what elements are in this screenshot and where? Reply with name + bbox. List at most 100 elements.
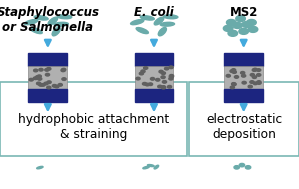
Ellipse shape [154,165,159,169]
Circle shape [257,81,261,83]
Ellipse shape [30,28,42,34]
Circle shape [47,67,51,70]
Circle shape [33,77,37,80]
Circle shape [248,26,258,32]
Circle shape [248,85,252,88]
Ellipse shape [48,17,58,25]
Circle shape [161,86,166,88]
Circle shape [257,74,261,76]
Circle shape [156,78,160,81]
Circle shape [161,76,165,78]
Circle shape [231,69,236,71]
Ellipse shape [164,15,178,19]
Ellipse shape [147,165,154,167]
Circle shape [145,83,150,86]
Circle shape [239,28,248,34]
Circle shape [44,82,48,85]
Circle shape [228,30,238,36]
Circle shape [242,74,246,77]
Circle shape [239,163,245,167]
Circle shape [45,69,49,71]
Circle shape [39,68,43,71]
Circle shape [62,78,66,80]
Circle shape [55,85,59,88]
FancyBboxPatch shape [224,53,263,66]
Circle shape [161,86,166,89]
Ellipse shape [37,166,43,169]
Circle shape [58,84,62,86]
Circle shape [233,22,242,29]
Circle shape [226,74,231,77]
Circle shape [29,78,33,81]
FancyBboxPatch shape [28,66,67,89]
Circle shape [161,72,165,74]
Circle shape [226,19,236,26]
Text: MS2: MS2 [230,6,258,19]
Circle shape [169,75,173,78]
Circle shape [230,86,234,89]
Ellipse shape [158,27,167,36]
Ellipse shape [25,19,38,25]
Circle shape [257,82,261,84]
Circle shape [242,81,246,84]
Ellipse shape [136,28,148,34]
Ellipse shape [160,22,175,26]
Text: electrostatic
deposition: electrostatic deposition [206,113,283,141]
FancyBboxPatch shape [0,82,187,156]
FancyBboxPatch shape [224,89,263,102]
Circle shape [150,77,155,80]
FancyBboxPatch shape [28,89,67,102]
Ellipse shape [34,16,48,20]
Circle shape [159,70,163,73]
Circle shape [234,166,239,169]
FancyBboxPatch shape [135,53,173,66]
Circle shape [142,82,147,85]
FancyBboxPatch shape [135,66,173,89]
Circle shape [252,69,257,71]
Circle shape [253,82,257,85]
Text: hydrophobic attachment
& straining: hydrophobic attachment & straining [18,113,169,141]
Circle shape [52,84,57,87]
Circle shape [45,73,50,76]
Circle shape [257,69,261,71]
Circle shape [38,77,42,80]
Circle shape [252,76,257,78]
Circle shape [236,15,245,22]
Circle shape [61,69,65,72]
Text: Staphylococcus
or Salmonella: Staphylococcus or Salmonella [0,6,99,34]
Circle shape [170,74,174,77]
FancyBboxPatch shape [189,82,299,156]
Circle shape [36,82,41,85]
Circle shape [232,83,236,86]
Ellipse shape [154,17,164,25]
Circle shape [230,70,234,72]
Text: E. coli: E. coli [134,6,174,19]
Circle shape [231,83,236,85]
FancyBboxPatch shape [135,89,173,102]
Circle shape [245,166,251,169]
Circle shape [158,85,162,88]
Circle shape [47,86,51,89]
Circle shape [144,67,148,69]
Circle shape [39,84,43,86]
Circle shape [167,85,172,88]
Circle shape [36,76,40,78]
Circle shape [162,81,167,83]
Circle shape [136,77,140,80]
FancyBboxPatch shape [28,53,67,66]
Ellipse shape [140,16,154,20]
Circle shape [234,76,239,78]
Circle shape [47,81,51,84]
Ellipse shape [54,22,68,26]
Ellipse shape [52,27,60,36]
Circle shape [242,21,251,27]
Circle shape [62,68,66,71]
Circle shape [253,68,257,71]
Ellipse shape [143,166,149,169]
Circle shape [223,25,233,31]
Circle shape [247,19,256,26]
Circle shape [169,66,173,69]
Circle shape [241,71,245,74]
Circle shape [37,75,41,78]
Circle shape [164,67,169,70]
